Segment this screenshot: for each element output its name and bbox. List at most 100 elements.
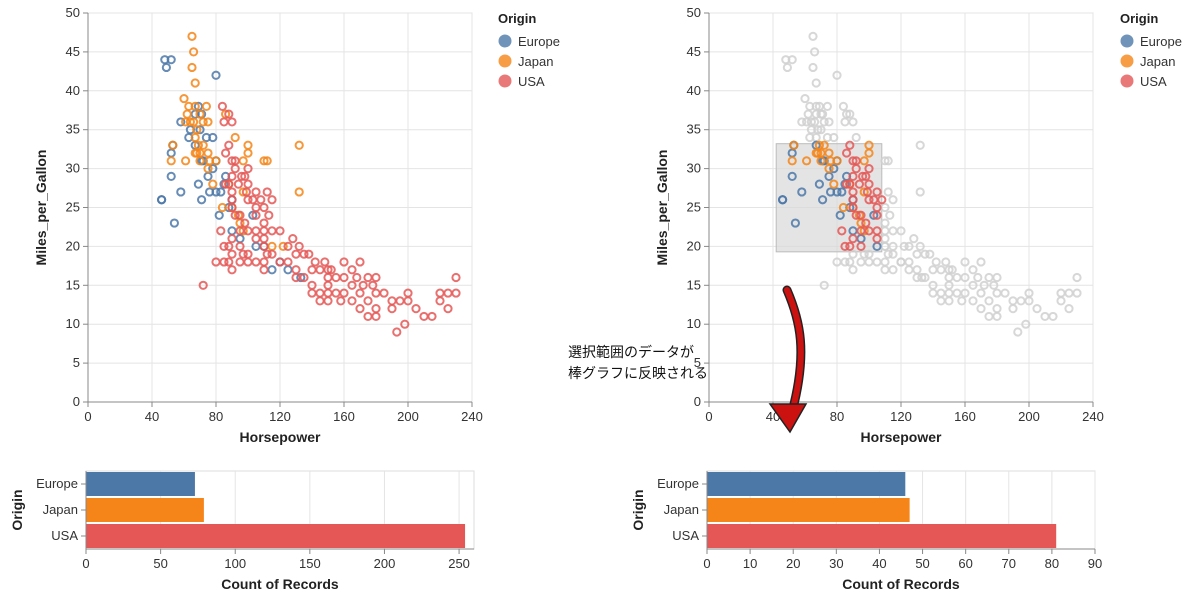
left-scatter-point-japan [294,140,304,150]
right-scatter-point-usa [872,187,882,197]
right-scatter-point-japan [829,179,839,189]
left-scatter-point-usa [411,304,421,314]
left-scatter-point-usa [347,280,357,290]
right-scatter-point-usa [1072,272,1082,283]
right-scatter-point-usa [862,187,873,197]
right-scatter-point-usa [984,296,994,306]
left-scatter-point-usa [363,272,373,283]
left-scatter-point-usa [264,210,274,220]
left-scatter-point-japan [211,156,221,166]
left-scatter-point-usa [230,210,240,220]
right-scatter-point-usa [885,210,895,220]
left-scatter-point-usa [320,257,330,267]
right-scatter-point-usa [851,210,861,220]
left-scatter-point-usa [227,202,237,213]
left-legend-title: Origin [498,11,536,26]
left-scatter-point-japan [230,132,240,143]
right-scatter-point-usa [1013,327,1023,337]
right-scatter-y-tick-label: 0 [694,394,701,409]
right-bar-x-tick-label: 80 [1045,556,1059,571]
left-scatter-point-usa [310,257,320,267]
left-scatter-point-usa [363,296,373,306]
left-scatter-point-usa [259,265,269,275]
left-scatter-point-usa [299,272,309,283]
right-scatter-y-axis-title: Miles_per_Gallon [654,150,670,266]
left-scatter-point-japan [182,109,192,119]
right-scatter-point-japan [800,93,810,104]
left-scatter-y-axis-title: Miles_per_Gallon [33,150,49,266]
right-scatter-point-usa [920,272,930,283]
right-scatter-point-europe [829,132,839,143]
right-scatter-point-japan [808,62,818,73]
left-scatter-point-usa [243,164,253,174]
right-bar-chart: 0 10 20 30 40 50 60 70 80 90 Europe Japan USA Count o… [630,470,1102,592]
left-scatter-point-usa [400,319,410,329]
left-scatter-point-europe [211,70,221,80]
left-scatter-point-usa [227,249,237,259]
right-scatter-point-usa [845,140,855,150]
left-scatter-point-usa [235,226,245,236]
left-scatter-point-usa [355,257,365,267]
left-scatter-point-japan [198,140,208,150]
left-scatter-y-tick-label: 15 [66,277,80,292]
right-scatter-x-tick-label: 160 [954,409,976,424]
right-scatter-point-europe [814,179,825,189]
right-scatter-point-usa [960,257,970,267]
right-scatter-point-usa [968,280,978,290]
right-legend-swatch-europe [1120,34,1134,48]
left-scatter-point-usa [240,171,250,181]
right-scatter-point-japan [810,117,820,127]
left-bar-x-tick-label: 50 [153,556,167,571]
right-scatter-point-usa [976,288,986,298]
right-scatter-point-japan [811,101,821,111]
left-scatter-point-usa [371,311,381,322]
left-scatter-point-europe [166,55,176,65]
left-legend-label: USA [518,74,545,89]
right-bar-x-tick-label: 30 [829,556,843,571]
right-scatter-y-tick-label: 30 [687,161,701,176]
left-scatter-point-usa [262,249,272,259]
right-scatter-point-usa [896,226,906,236]
right-scatter-point-usa [1072,288,1082,298]
left-scatter-x-tick-label: 240 [461,409,483,424]
right-scatter-y-tick-label: 25 [687,200,701,215]
left-scatter-point-japan [217,202,227,213]
left-scatter-y-tick-label: 20 [66,238,80,253]
right-scatter-y-tick-label: 35 [687,122,701,137]
right-scatter-point-usa [845,109,855,119]
right-scatter-point-europe [869,210,879,220]
left-scatter-point-europe [176,117,186,127]
right-scatter-point-usa [1021,319,1031,329]
right-bar-category-label: Japan [664,502,699,517]
left-scatter-point-usa [251,187,261,197]
right-scatter-point-japan [851,132,861,143]
right-scatter-point-usa [837,226,847,236]
right-bar-category-label: USA [672,528,699,543]
right-scatter-point-usa [968,296,978,306]
right-scatter-point-japan [810,47,820,57]
left-scatter-point-usa [427,311,437,322]
right-scatter-x-tick-label: 0 [705,409,712,424]
right-scatter-point-usa [992,311,1002,322]
right-scatter-point-usa [1024,288,1034,298]
left-scatter-point-europe [166,171,176,181]
left-scatter-point-usa [227,117,237,127]
left-scatter-point-usa [283,257,293,267]
right-scatter-point-usa [856,210,866,220]
left-scatter-point-japan [187,62,197,73]
right-scatter-point-usa [848,234,858,244]
left-scatter-point-japan [192,125,202,135]
left-scatter-point-usa [221,179,231,189]
right-bar-x-tick-label: 0 [703,556,710,571]
left-scatter-y-tick-label: 10 [66,316,80,331]
right-scatter-plot: 0 40 80 120 160 200 24005101520253035404550Hor… [654,5,1104,445]
right-bar-x-tick-label: 90 [1088,556,1102,571]
left-scatter-point-usa [241,187,251,197]
left-scatter-point-japan [278,241,288,251]
left-scatter-point-japan [190,101,200,111]
left-scatter-point-usa [224,140,234,150]
right-scatter-point-usa [960,288,970,298]
right-scatter-point-japan [806,117,817,127]
